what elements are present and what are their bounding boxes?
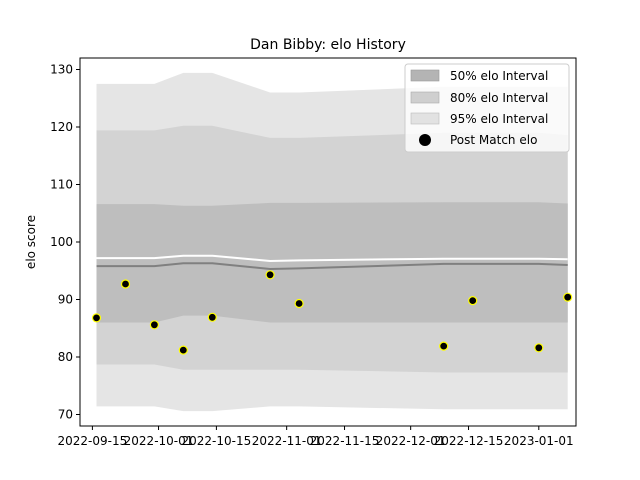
x-tick-label: 2022-12-01	[376, 434, 446, 448]
x-tick-label: 2023-01-01	[504, 434, 574, 448]
data-point	[91, 313, 102, 323]
post-match-points	[91, 270, 573, 355]
band-50	[96, 202, 568, 323]
y-tick-label: 110	[50, 178, 73, 192]
data-point	[563, 292, 573, 302]
interval-bands	[96, 72, 568, 412]
data-point	[294, 298, 304, 309]
y-tick-label: 120	[50, 120, 73, 134]
legend-label-80: 80% elo Interval	[450, 91, 548, 105]
legend-box	[404, 63, 570, 153]
data-point	[265, 270, 275, 280]
x-tick-label: 2022-10-01	[124, 434, 194, 448]
legend-label-50: 50% elo Interval	[450, 69, 548, 83]
mean-line	[96, 262, 568, 271]
data-point	[178, 345, 188, 355]
x-tick-label: 2022-11-15	[310, 434, 380, 448]
y-axis-label: elo score	[24, 215, 38, 269]
median-line	[96, 254, 568, 263]
legend-swatch-95	[410, 112, 440, 125]
legend-label-points: Post Match elo	[450, 133, 537, 147]
y-tick-label: 130	[50, 63, 73, 77]
data-point	[534, 343, 544, 353]
data-point	[207, 312, 217, 322]
y-tick-label: 70	[58, 408, 73, 422]
legend-swatch-50	[410, 69, 440, 82]
x-tick-label: 2022-11-01	[252, 434, 322, 448]
x-tick-label: 2022-10-15	[182, 434, 252, 448]
y-tick-label: 90	[58, 293, 73, 307]
data-point	[120, 279, 131, 289]
x-tick-label: 2022-12-15	[434, 434, 504, 448]
legend-label-95: 95% elo Interval	[450, 112, 548, 126]
legend-swatch-80	[410, 91, 440, 104]
data-point	[439, 341, 449, 351]
chart-title: Dan Bibby: elo History	[250, 37, 406, 53]
plot-area	[79, 57, 577, 427]
trend-lines	[96, 254, 568, 271]
y-tick-label: 100	[50, 235, 73, 249]
y-tick-label: 80	[58, 350, 73, 364]
legend: 50% elo Interval 80% elo Interval 95% el…	[404, 63, 570, 153]
data-point	[468, 296, 478, 306]
data-point	[149, 320, 159, 330]
legend-marker-points	[419, 134, 431, 146]
y-axis: 70 80 90 100 110 120 130	[50, 63, 80, 422]
x-tick-label: 2022-09-15	[58, 434, 128, 448]
